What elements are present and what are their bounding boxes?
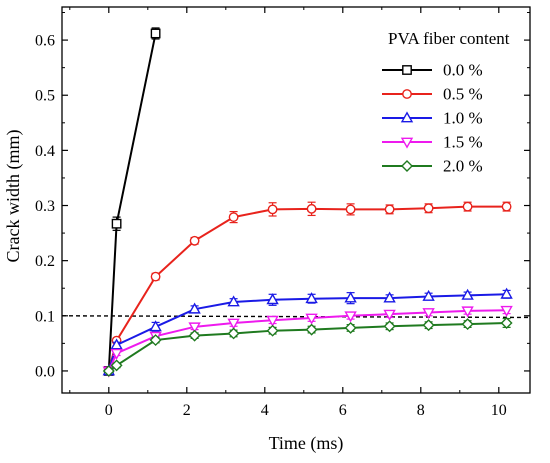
legend-label: 1.0 % <box>443 109 483 128</box>
x-tick-label: 8 <box>417 402 425 419</box>
x-axis-label: Time (ms) <box>269 433 344 454</box>
legend-label: 0.5 % <box>443 85 483 104</box>
data-point <box>266 324 279 337</box>
legend-entry: 0.5 % <box>382 85 483 104</box>
y-tick-label: 0.1 <box>35 308 55 325</box>
y-tick-label: 0.3 <box>35 198 55 215</box>
y-tick-label: 0.5 <box>35 88 55 105</box>
data-point <box>305 292 318 304</box>
data-series <box>61 27 531 378</box>
series-line <box>108 321 507 372</box>
x-tick-label: 6 <box>339 402 347 419</box>
data-point <box>383 309 396 321</box>
data-point <box>305 323 318 336</box>
data-point <box>102 364 115 377</box>
series-line <box>107 33 157 371</box>
series-15 <box>102 305 513 378</box>
legend-marker <box>400 137 414 149</box>
y-tick-label: 0.2 <box>35 253 55 270</box>
y-tick-label: 0.4 <box>35 143 55 160</box>
data-point <box>423 203 434 214</box>
data-point <box>150 271 161 282</box>
series-00 <box>103 27 161 376</box>
data-point <box>461 318 474 331</box>
data-point <box>500 287 513 299</box>
legend-entry: 0.0 % <box>382 61 483 80</box>
x-tick-label: 10 <box>491 402 507 419</box>
legend-entry: 1.0 % <box>382 109 483 128</box>
legend-marker <box>401 160 413 172</box>
data-point <box>344 311 357 323</box>
data-point <box>500 305 513 317</box>
data-point <box>422 289 435 301</box>
x-tick-label: 0 <box>105 402 113 419</box>
data-point <box>305 313 318 325</box>
data-point <box>110 359 123 372</box>
data-point <box>461 306 474 318</box>
series-line <box>107 205 507 372</box>
data-point <box>188 329 201 342</box>
legend-title: PVA fiber content <box>388 29 510 48</box>
data-point <box>462 201 473 212</box>
data-point <box>266 315 279 327</box>
legend-marker <box>402 65 412 75</box>
data-point <box>228 212 239 222</box>
data-point <box>149 334 162 347</box>
data-point <box>111 218 122 229</box>
legend-entry: 1.5 % <box>382 133 483 152</box>
series-line <box>107 309 507 372</box>
data-point <box>188 322 201 334</box>
data-point <box>345 204 356 215</box>
y-tick-label: 0.6 <box>35 33 55 50</box>
data-point <box>267 204 278 215</box>
series-line <box>107 293 507 372</box>
y-tick-label: 0.0 <box>35 363 55 380</box>
data-point <box>110 338 123 350</box>
data-point <box>461 288 474 300</box>
data-point <box>189 235 200 246</box>
data-point <box>383 291 396 303</box>
series-10 <box>102 287 513 376</box>
data-point <box>227 327 240 340</box>
x-tick-label: 2 <box>183 402 191 419</box>
data-point <box>422 319 435 332</box>
plot-frame <box>61 6 531 394</box>
legend-marker <box>400 111 414 123</box>
legend: PVA fiber content 0.0 % 0.5 % 1.0 % 1.5 % 2.… <box>382 29 510 176</box>
legend-label: 2.0 % <box>443 157 483 176</box>
legend-marker <box>402 89 412 99</box>
data-point <box>422 308 435 320</box>
data-point <box>384 204 395 215</box>
data-point <box>266 293 279 305</box>
series-20 <box>102 316 513 377</box>
series-05 <box>103 201 512 376</box>
data-point <box>150 28 161 39</box>
data-point <box>501 201 512 212</box>
data-point <box>110 348 123 360</box>
data-point <box>383 320 396 333</box>
data-point <box>149 320 162 332</box>
legend-label: 1.5 % <box>443 133 483 152</box>
axes: 0 2 4 6 8 10 0.0 0.1 0.2 0.3 0.4 0.5 0.6 <box>35 6 531 419</box>
legend-entry: 2.0 % <box>382 157 483 176</box>
data-point <box>500 316 513 329</box>
data-point <box>344 291 357 303</box>
data-point <box>227 318 240 330</box>
y-axis-label: Crack width (mm) <box>3 130 24 263</box>
legend-label: 0.0 % <box>443 61 483 80</box>
data-point <box>227 295 240 307</box>
data-point <box>306 203 317 214</box>
data-point <box>344 321 357 334</box>
data-point <box>188 302 201 314</box>
reference-line <box>61 315 531 319</box>
x-tick-label: 4 <box>261 402 269 419</box>
